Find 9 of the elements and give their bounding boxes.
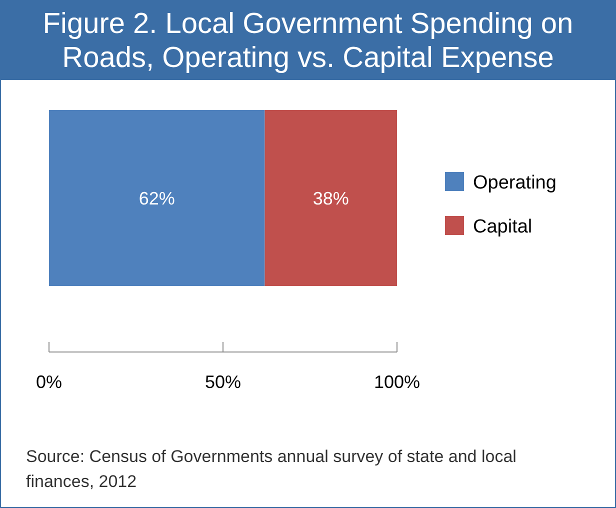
legend-label: Operating — [473, 172, 556, 194]
x-tick-label: 50% — [204, 372, 242, 392]
legend-label: Capital — [473, 216, 532, 238]
source-note: Source: Census of Governments annual survey of state and local finances, 2012 — [26, 447, 516, 491]
x-tick-label: 0% — [36, 372, 62, 392]
x-tick-label: 100% — [374, 372, 420, 392]
chart-title: Figure 2. Local Government Spending on Roads, Operating vs. Capital Expense — [42, 8, 574, 74]
data-label: 38% — [312, 188, 349, 208]
data-label: 62% — [138, 188, 175, 208]
